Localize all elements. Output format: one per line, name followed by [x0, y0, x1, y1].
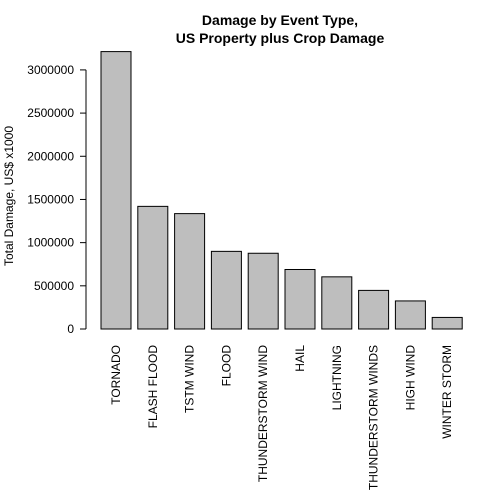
chart-title-line-1: Damage by Event Type,: [202, 12, 358, 28]
y-axis: 0 500000 1000000 1500000 2000000 2500000 30000…: [27, 63, 87, 336]
x-tick-label: THUNDERSTORM WINDS: [367, 345, 381, 490]
x-tick-label: THUNDERSTORM WIND: [256, 345, 270, 482]
x-tick-label: TORNADO: [109, 345, 123, 405]
y-tick-label: 500000: [34, 279, 74, 293]
bar-winter-storm: [431, 316, 463, 330]
y-tick-label: 1000000: [27, 236, 74, 250]
y-axis-label: Total Damage, US$ x1000: [2, 126, 16, 266]
bar-tstm-wind: [174, 213, 206, 330]
x-tick-label: TSTM WIND: [183, 345, 197, 413]
x-tick-labels: TORNADO FLASH FLOOD TSTM WIND FLOOD THUNDERS…: [109, 345, 454, 490]
bar-thunderstorm-winds: [358, 289, 390, 330]
x-tick-label: HAIL: [293, 345, 307, 372]
x-tick-label: FLOOD: [219, 345, 233, 387]
y-tick-label: 2000000: [27, 149, 74, 163]
y-tick-label: 3000000: [27, 63, 74, 77]
y-tick-label: 2500000: [27, 106, 74, 120]
bar-flash-flood: [137, 205, 169, 330]
y-tick-label: 1500000: [27, 192, 74, 206]
bar-thunderstorm-wind: [247, 252, 279, 330]
bar-tornado: [100, 51, 132, 330]
x-tick-label: FLASH FLOOD: [146, 345, 160, 429]
x-tick-label: LIGHTNING: [330, 345, 344, 410]
bar-high-wind: [394, 300, 426, 330]
x-tick-label: HIGH WIND: [403, 345, 417, 411]
bar-flood: [210, 250, 242, 330]
bars-group: [100, 51, 463, 330]
bar-hail: [284, 268, 316, 330]
y-tick-label: 0: [67, 322, 74, 336]
bar-lightning: [321, 276, 353, 330]
x-tick-label: WINTER STORM: [440, 345, 454, 439]
chart-title-line-2: US Property plus Crop Damage: [176, 30, 385, 46]
